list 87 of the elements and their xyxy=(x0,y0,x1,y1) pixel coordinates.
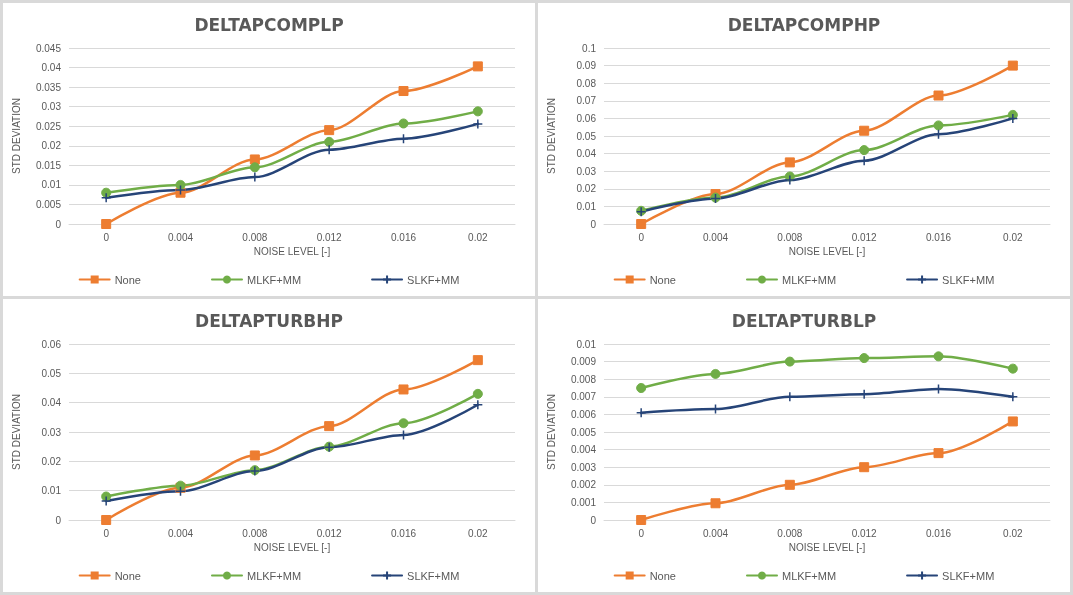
y-tick-label: 0 xyxy=(590,218,597,230)
y-tick-label: 0.02 xyxy=(41,140,62,152)
y-tick-label: 0.06 xyxy=(576,112,597,124)
y-tick-label: 0.01 xyxy=(576,200,597,212)
y-tick-label: 0.02 xyxy=(41,455,62,467)
x-tick-label: 0.004 xyxy=(702,231,729,243)
y-tick-label: 0.01 xyxy=(41,179,62,191)
y-tick-label: 0.09 xyxy=(576,60,597,72)
x-tick-label: 0.008 xyxy=(777,527,803,539)
x-tick-label: 0.012 xyxy=(851,527,878,539)
x-tick-label: 0.008 xyxy=(777,231,803,243)
y-tick-label: 0.02 xyxy=(576,183,597,195)
x-tick-label: 0.012 xyxy=(316,527,343,539)
x-axis-title: NOISE LEVEL [-] xyxy=(253,246,331,258)
chart-title: DELTAPTURBHP xyxy=(195,310,343,331)
y-tick-label: 0.007 xyxy=(570,391,597,403)
x-tick-label: 0.012 xyxy=(316,231,343,243)
y-axis-title: STD DEVIATION xyxy=(545,394,557,470)
legend-label: None xyxy=(649,273,676,286)
y-tick-label: 0.006 xyxy=(570,408,597,420)
legend-label: SLKF+MM xyxy=(942,569,995,582)
y-tick-label: 0.045 xyxy=(35,42,62,54)
y-tick-label: 0.03 xyxy=(41,101,62,113)
legend-label: SLKF+MM xyxy=(407,569,460,582)
x-tick-label: 0.016 xyxy=(925,231,952,243)
legend-label: SLKF+MM xyxy=(942,273,995,286)
y-tick-label: 0 xyxy=(590,514,597,526)
x-tick-label: 0.02 xyxy=(468,231,488,243)
legend-label: MLKF+MM xyxy=(781,569,837,582)
y-tick-label: 0.002 xyxy=(570,479,597,491)
legend-label: None xyxy=(114,273,141,286)
y-tick-label: 0.004 xyxy=(570,444,597,456)
y-tick-label: 0.005 xyxy=(570,426,597,438)
x-tick-label: 0.008 xyxy=(242,231,268,243)
x-tick-label: 0.004 xyxy=(702,527,729,539)
legend-label: MLKF+MM xyxy=(246,569,302,582)
x-tick-label: 0.016 xyxy=(925,527,952,539)
y-tick-label: 0.04 xyxy=(41,62,62,74)
legend-label: MLKF+MM xyxy=(781,273,837,286)
legend-label: None xyxy=(114,569,141,582)
x-tick-label: 0.02 xyxy=(468,527,488,539)
legend-label: MLKF+MM xyxy=(246,273,302,286)
y-tick-label: 0.08 xyxy=(576,77,597,89)
x-axis-title: NOISE LEVEL [-] xyxy=(788,246,866,258)
y-tick-label: 0.015 xyxy=(35,159,62,171)
x-tick-label: 0.004 xyxy=(167,231,194,243)
y-tick-label: 0.01 xyxy=(41,485,62,497)
legend-label: SLKF+MM xyxy=(407,273,460,286)
x-tick-label: 0 xyxy=(103,231,110,243)
y-tick-label: 0.01 xyxy=(576,338,597,350)
y-tick-label: 0.001 xyxy=(570,496,597,508)
x-tick-label: 0.004 xyxy=(167,527,194,539)
x-tick-label: 0 xyxy=(103,527,110,539)
y-tick-label: 0.05 xyxy=(576,130,597,142)
x-axis-title: NOISE LEVEL [-] xyxy=(253,542,331,554)
x-tick-label: 0.008 xyxy=(242,527,268,539)
y-tick-label: 0.06 xyxy=(41,338,62,350)
y-tick-label: 0.009 xyxy=(570,356,597,368)
y-tick-label: 0.07 xyxy=(576,95,597,107)
y-tick-label: 0 xyxy=(55,514,62,526)
x-tick-label: 0.02 xyxy=(1003,527,1023,539)
x-tick-label: 0.02 xyxy=(1003,231,1023,243)
y-axis-title: STD DEVIATION xyxy=(545,98,557,174)
y-tick-label: 0.003 xyxy=(570,461,597,473)
chart-title: DELTAPCOMPLP xyxy=(194,14,344,35)
y-tick-label: 0.1 xyxy=(582,42,597,54)
legend-label: None xyxy=(649,569,676,582)
x-axis-title: NOISE LEVEL [-] xyxy=(788,542,866,554)
y-tick-label: 0.025 xyxy=(35,120,62,132)
x-tick-label: 0.012 xyxy=(851,231,878,243)
y-tick-label: 0.03 xyxy=(41,426,62,438)
x-tick-label: 0.016 xyxy=(390,231,417,243)
y-axis-title: STD DEVIATION xyxy=(10,98,22,174)
y-tick-label: 0.005 xyxy=(35,198,62,210)
y-tick-label: 0.04 xyxy=(41,397,62,409)
x-tick-label: 0 xyxy=(638,231,645,243)
y-tick-label: 0 xyxy=(55,218,62,230)
chart-title: DELTAPCOMPHP xyxy=(727,14,881,35)
y-tick-label: 0.04 xyxy=(576,148,597,160)
x-tick-label: 0 xyxy=(638,527,645,539)
y-tick-label: 0.05 xyxy=(41,367,62,379)
y-tick-label: 0.035 xyxy=(35,81,62,93)
y-tick-label: 0.008 xyxy=(570,373,597,385)
y-tick-label: 0.03 xyxy=(576,165,597,177)
y-axis-title: STD DEVIATION xyxy=(10,394,22,470)
chart-title: DELTAPTURBLP xyxy=(731,310,877,331)
x-tick-label: 0.016 xyxy=(390,527,417,539)
